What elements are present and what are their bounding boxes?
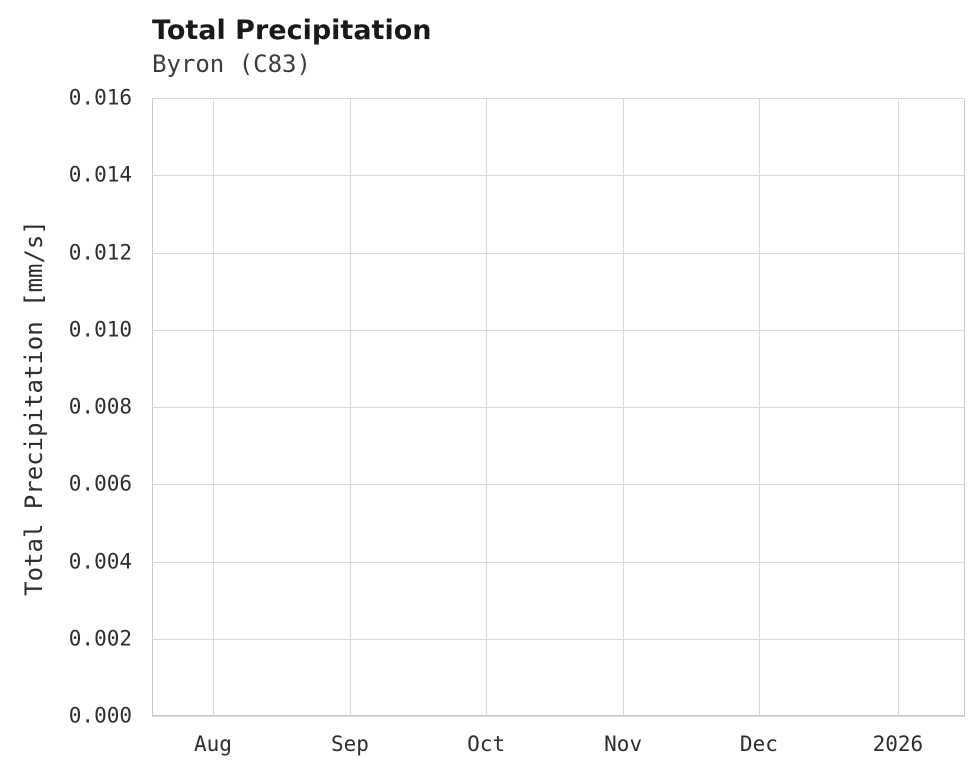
vertical-gridline [212,98,214,716]
y-tick-label: 0.014 [68,162,132,187]
x-tick-label: 2026 [872,732,924,756]
y-tick-label: 0.012 [68,240,132,264]
y-tick-label: 0.000 [68,703,132,728]
vertical-gridline [349,98,351,716]
x-tick-label: Oct [467,732,506,756]
y-tick-label: 0.016 [68,85,132,110]
horizontal-gridline [152,716,965,717]
x-tick-label: Dec [739,732,778,756]
y-tick-label: 0.010 [68,317,132,342]
horizontal-gridline [152,407,965,408]
horizontal-gridline [152,484,965,486]
horizontal-gridline [152,561,965,563]
y-tick-label: 0.002 [68,626,132,651]
chart-title: Total Precipitation [152,15,432,46]
vertical-gridline [623,98,625,716]
y-tick-label: 0.008 [68,394,132,419]
y-tick-label: 0.004 [68,549,132,573]
horizontal-gridline [152,175,965,177]
chart-subtitle: Byron (C83) [152,50,311,78]
horizontal-gridline [152,638,965,640]
vertical-gridline [758,98,760,716]
y-tick-label: 0.006 [68,471,132,496]
x-tick-label: Sep [330,732,369,756]
horizontal-gridline [152,252,965,254]
horizontal-gridline [152,329,965,331]
horizontal-gridline [152,98,965,99]
vertical-gridline [897,98,899,716]
x-tick-label: Aug [194,732,232,756]
vertical-gridline [486,98,488,716]
x-tick-label: Nov [604,732,643,756]
